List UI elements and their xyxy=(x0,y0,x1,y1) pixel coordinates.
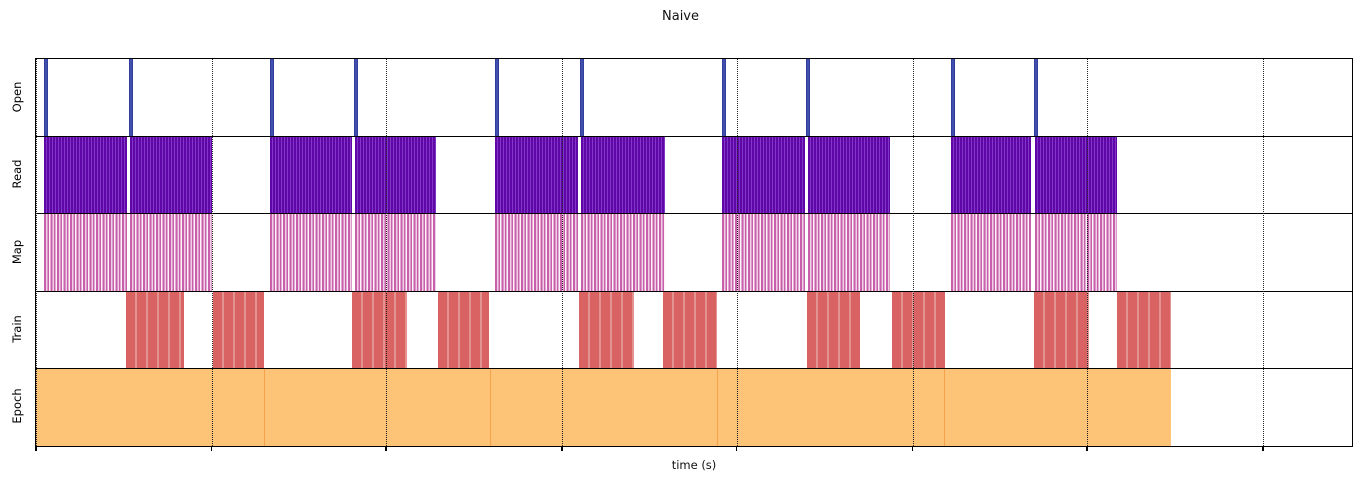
read-bar xyxy=(495,136,579,214)
map-bar xyxy=(495,213,579,292)
x-tick xyxy=(911,446,914,451)
gridline xyxy=(211,59,213,446)
map-bar xyxy=(1035,213,1118,292)
x-tick xyxy=(35,446,37,451)
open-spike xyxy=(495,59,500,137)
read-bar xyxy=(354,136,437,214)
gridline xyxy=(912,59,914,446)
read-bar xyxy=(129,136,212,214)
open-spike xyxy=(128,59,133,137)
train-bar xyxy=(663,291,717,369)
read-bar xyxy=(43,136,127,214)
epoch-bar xyxy=(263,368,491,446)
x-tick xyxy=(735,446,738,451)
train-bar xyxy=(438,291,490,369)
open-spike xyxy=(580,59,585,137)
train-bar xyxy=(125,291,184,369)
train-bar xyxy=(212,291,264,369)
train-bar xyxy=(806,291,860,369)
x-axis-label: time (s) xyxy=(671,458,717,472)
map-bar xyxy=(950,213,1032,292)
read-bar xyxy=(950,136,1032,214)
plot-area xyxy=(35,58,1353,447)
x-tick xyxy=(1086,446,1088,451)
row-label-epoch: Epoch xyxy=(10,388,24,424)
open-spike xyxy=(269,59,274,137)
open-spike xyxy=(1034,59,1039,137)
epoch-bar xyxy=(490,368,717,446)
row-label-map: Map xyxy=(10,239,24,264)
row-divider xyxy=(36,213,1352,215)
row-divider xyxy=(36,290,1352,292)
gridline xyxy=(562,59,564,446)
read-bar xyxy=(721,136,805,214)
open-spike xyxy=(805,59,810,137)
gridline xyxy=(386,59,388,446)
read-bar xyxy=(1035,136,1118,214)
epoch-bar xyxy=(716,368,944,446)
train-bar xyxy=(351,291,408,369)
open-spike xyxy=(721,59,726,137)
open-spike xyxy=(353,59,358,137)
gridline xyxy=(736,59,738,446)
train-bar xyxy=(1117,291,1172,369)
train-bar xyxy=(579,291,635,369)
read-bar xyxy=(807,136,890,214)
train-bar xyxy=(891,291,945,369)
train-bar xyxy=(1034,291,1090,369)
chart-title: Naive xyxy=(662,9,699,24)
map-bar xyxy=(129,213,212,292)
epoch-bar xyxy=(943,368,1172,446)
map-bar xyxy=(721,213,805,292)
gridline xyxy=(1087,59,1089,446)
read-bar xyxy=(269,136,352,214)
map-bar xyxy=(581,213,666,292)
map-bar xyxy=(807,213,890,292)
map-bar xyxy=(43,213,127,292)
x-tick xyxy=(1262,446,1264,451)
row-divider xyxy=(36,135,1352,137)
row-divider xyxy=(36,368,1352,370)
gridline xyxy=(36,59,37,446)
x-tick xyxy=(385,446,387,451)
x-tick xyxy=(210,446,213,451)
read-bar xyxy=(581,136,666,214)
map-bar xyxy=(354,213,437,292)
open-spike xyxy=(950,59,955,137)
row-label-train: Train xyxy=(10,315,24,343)
epoch-bar xyxy=(36,368,264,446)
open-spike xyxy=(43,59,48,137)
map-bar xyxy=(269,213,352,292)
row-label-open: Open xyxy=(10,81,24,113)
row-label-read: Read xyxy=(10,159,24,189)
x-tick xyxy=(561,446,563,451)
gridline xyxy=(1263,59,1265,446)
